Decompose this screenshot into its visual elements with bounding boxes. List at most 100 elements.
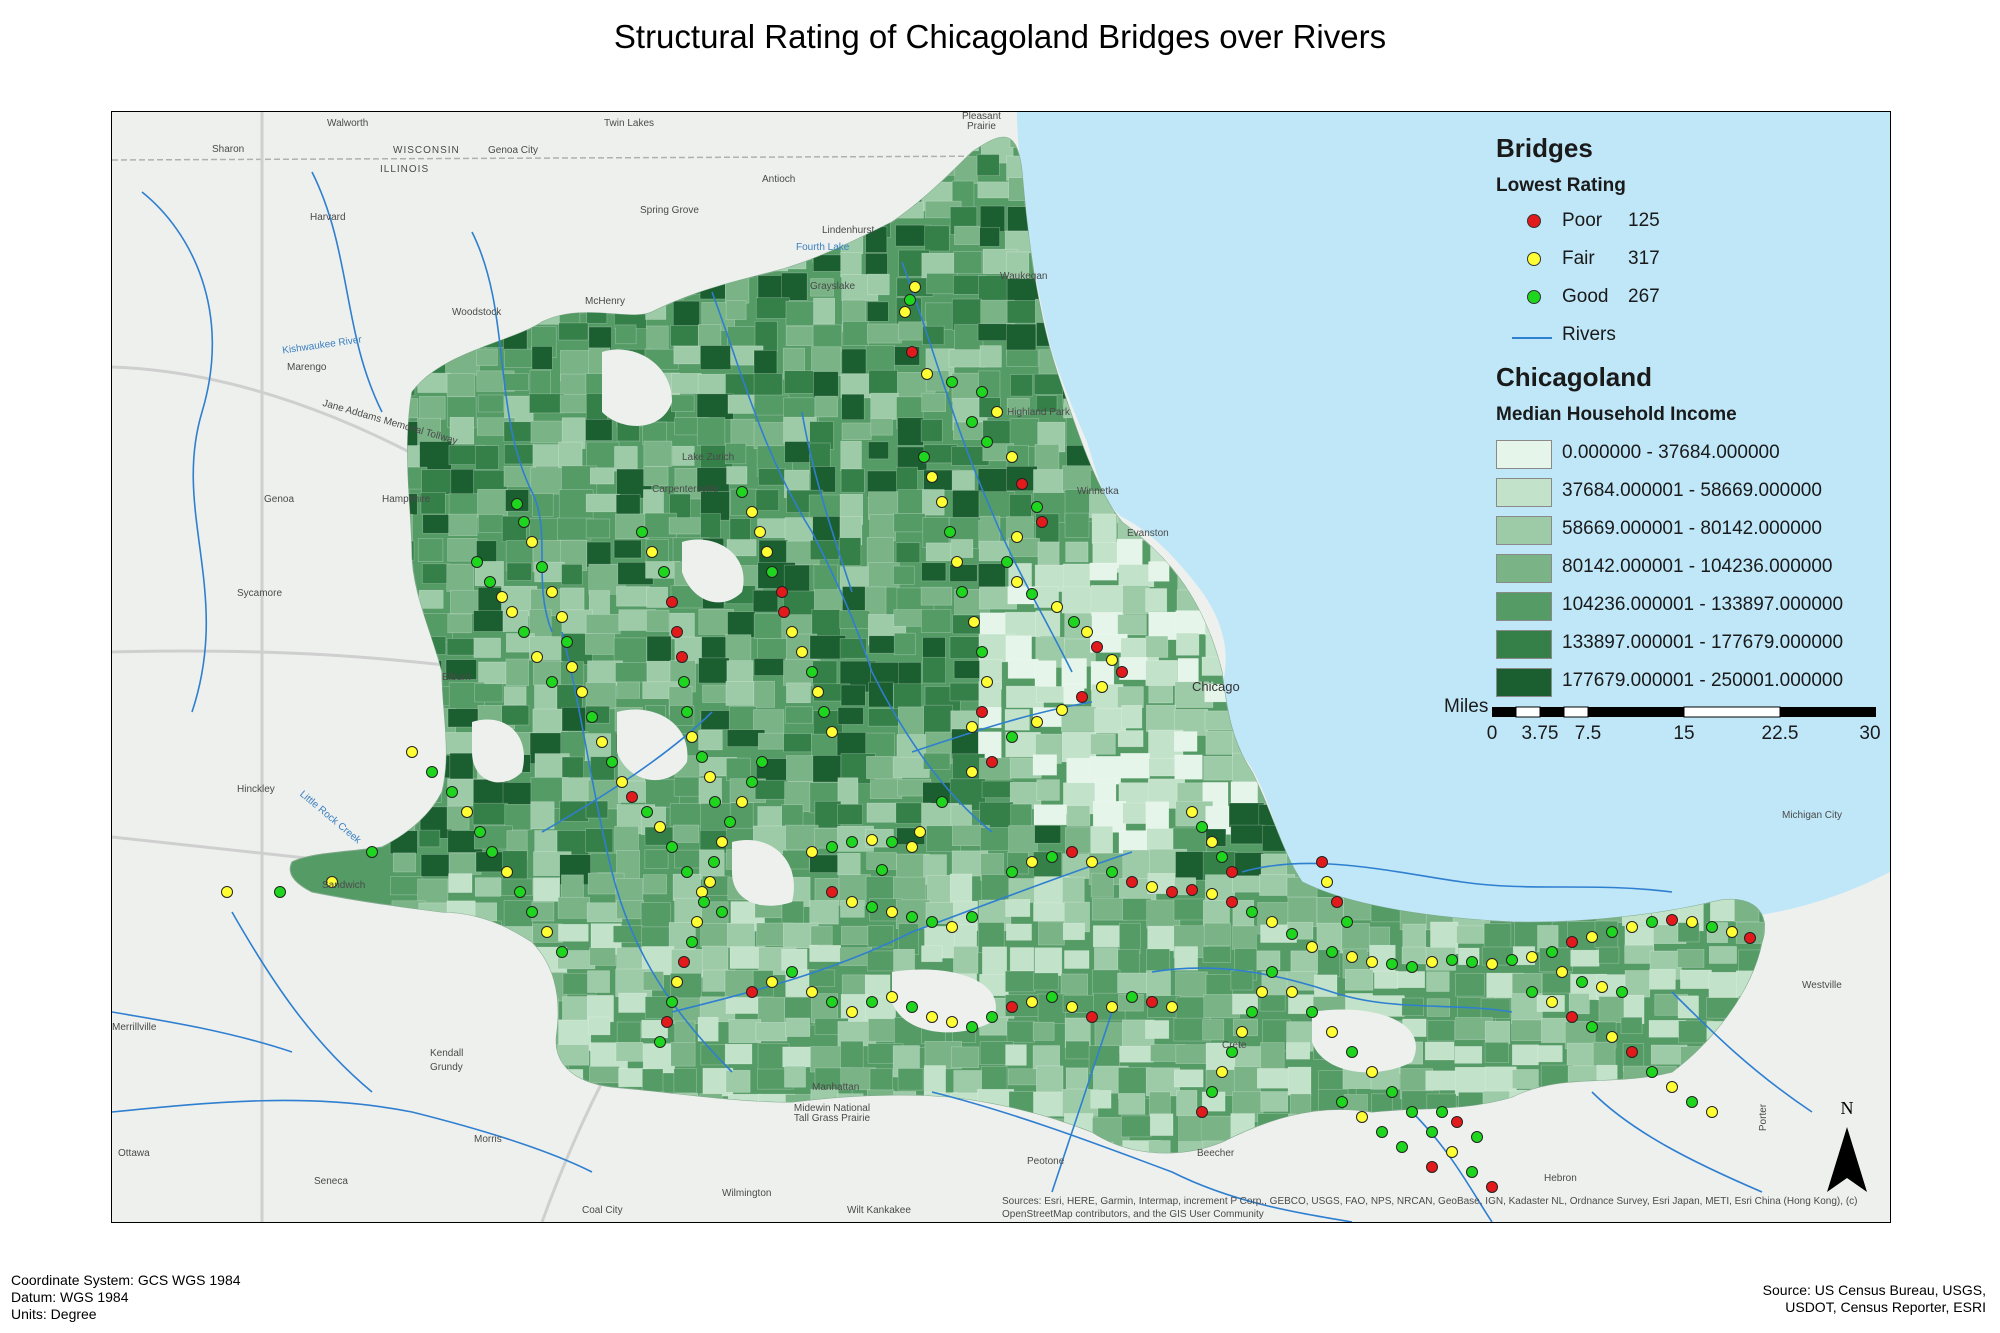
bridge-point	[1446, 954, 1458, 966]
bridge-point	[876, 864, 888, 876]
census-tract	[589, 947, 616, 966]
census-tract	[784, 706, 813, 724]
census-tract	[673, 1068, 697, 1094]
census-tract	[839, 638, 868, 659]
census-tract	[1511, 1069, 1539, 1089]
legend-income-swatch	[1496, 630, 1552, 659]
census-tract	[730, 418, 755, 447]
census-tract	[1004, 970, 1036, 993]
bridge-point	[1036, 516, 1048, 528]
census-tract	[981, 780, 1015, 799]
place-label: Carpentersville	[652, 484, 719, 495]
census-tract	[1004, 709, 1030, 731]
bridge-point	[1426, 1161, 1438, 1173]
state-label: WISCONSIN	[393, 145, 460, 156]
basemap-attribution: Sources: Esri, HERE, Garmin, Intermap, i…	[1002, 1196, 1858, 1220]
bridge-point	[966, 1021, 978, 1033]
census-tract	[1009, 947, 1035, 972]
census-tract	[812, 371, 839, 400]
census-tract	[418, 829, 441, 848]
census-tract	[1005, 1044, 1027, 1066]
census-tract	[1542, 972, 1572, 994]
unincorporated-area	[602, 349, 672, 426]
census-tract	[1090, 825, 1113, 854]
scale-unit: Miles	[1444, 696, 1488, 717]
census-tract	[529, 393, 565, 414]
bridge-point	[1056, 704, 1068, 716]
census-tract	[1090, 733, 1116, 755]
place-label: Grayslake	[810, 281, 856, 292]
census-tract	[1094, 708, 1127, 734]
census-tract	[922, 325, 945, 346]
census-tract	[1624, 970, 1651, 998]
census-tract	[1119, 922, 1141, 954]
place-label: Walworth	[327, 118, 369, 129]
census-tract	[1427, 1019, 1455, 1042]
census-tract	[1289, 1093, 1312, 1115]
scale-tick: 0	[1487, 723, 1498, 744]
bridge-point	[909, 281, 921, 293]
place-label: Sharon	[212, 144, 245, 155]
census-tract	[1065, 1040, 1090, 1060]
bridge-point	[1626, 921, 1638, 933]
bridge-point	[1086, 856, 1098, 868]
census-tract	[475, 348, 498, 366]
census-tract	[615, 1041, 644, 1062]
bridge-point	[716, 836, 728, 848]
bridge-point	[1726, 926, 1738, 938]
bridge-point	[221, 886, 233, 898]
bridge-point	[946, 921, 958, 933]
bridge-point	[676, 651, 688, 663]
bridge-point	[546, 676, 558, 688]
census-tract	[420, 854, 450, 877]
census-tract	[1256, 950, 1281, 971]
census-tract	[976, 154, 1000, 176]
bridge-point	[806, 846, 818, 858]
census-tract	[585, 419, 613, 441]
bridge-point	[1471, 1131, 1483, 1143]
bridge-point	[1341, 916, 1353, 928]
map-canvas[interactable]	[112, 112, 1890, 1222]
census-tract	[1145, 1067, 1180, 1097]
bridge-point	[1256, 986, 1268, 998]
place-label: McHenry	[585, 296, 626, 307]
unincorporated-area	[892, 969, 996, 1033]
bridge-point	[1026, 996, 1038, 1008]
census-tract	[644, 849, 669, 869]
map-frame[interactable]: Walworth Twin Lakes Pleasant Prairie Sha…	[111, 111, 1891, 1223]
census-tract	[446, 638, 476, 656]
census-tract	[1090, 872, 1114, 898]
bridge-point	[671, 976, 683, 988]
bridge-point	[1331, 896, 1343, 908]
census-tract	[420, 492, 446, 515]
place-label: Grundy	[430, 1062, 463, 1073]
census-tract	[505, 658, 529, 687]
census-tract	[616, 1021, 641, 1045]
bridge-point	[274, 886, 286, 898]
bridge-point	[1068, 616, 1080, 628]
legend-poor-symbol	[1527, 214, 1541, 228]
bridge-point	[1586, 931, 1598, 943]
census-tract	[1033, 972, 1059, 991]
bridge-point	[944, 526, 956, 538]
census-tract	[982, 946, 1007, 977]
scale-tick: 15	[1673, 723, 1694, 744]
river-line	[801, 411, 853, 593]
bridge-point	[696, 886, 708, 898]
bridge-point	[1006, 451, 1018, 463]
bridge-point	[746, 986, 758, 998]
census-tract	[1205, 730, 1233, 755]
census-tract	[1120, 752, 1150, 779]
bridge-point	[658, 566, 670, 578]
bridge-point	[1386, 1086, 1398, 1098]
census-tract	[1118, 1093, 1146, 1115]
place-label: Sandwich	[322, 880, 366, 891]
bridge-point	[991, 406, 1003, 418]
census-tract	[643, 466, 669, 487]
census-tract	[447, 613, 472, 634]
bridge-point	[1266, 966, 1278, 978]
bridge-point	[1046, 851, 1058, 863]
census-tract	[1005, 635, 1032, 662]
place-label: Coal City	[582, 1205, 623, 1216]
legend-income-label: 37684.000001 - 58669.000000	[1562, 480, 1822, 501]
